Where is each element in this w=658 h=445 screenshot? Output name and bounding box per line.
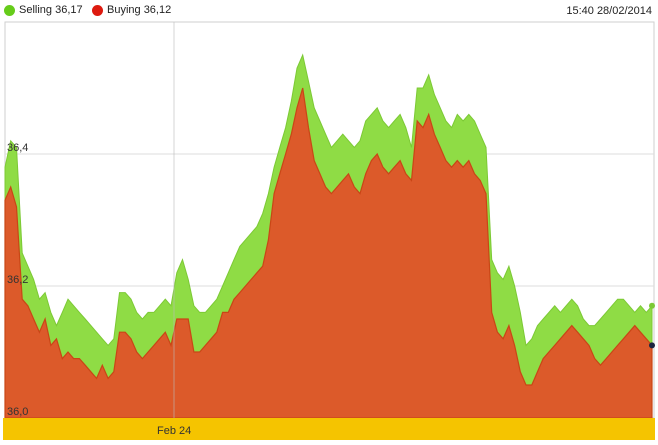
selling-label: Selling 36,17 — [19, 4, 83, 16]
date-band — [3, 418, 655, 440]
buying-label: Buying 36,12 — [107, 4, 172, 16]
buying-last-point — [649, 342, 655, 349]
y-tick-label: 36,4 — [7, 142, 28, 154]
y-tick-label: 36,2 — [7, 274, 28, 286]
selling-last-point — [649, 302, 655, 309]
chart-header: Selling 36,17 Buying 36,12 15:40 28/02/2… — [0, 0, 658, 22]
legend-item-selling[interactable]: Selling 36,17 — [4, 4, 83, 16]
legend-item-buying[interactable]: Buying 36,12 — [92, 4, 171, 16]
buying-area — [4, 87, 653, 419]
selling-dot-icon — [4, 4, 15, 16]
timestamp: 15:40 28/02/2014 — [566, 5, 652, 17]
buying-dot-icon — [92, 4, 103, 16]
x-tick-label: Feb 24 — [157, 425, 191, 437]
y-tick-label: 36,0 — [7, 406, 28, 418]
